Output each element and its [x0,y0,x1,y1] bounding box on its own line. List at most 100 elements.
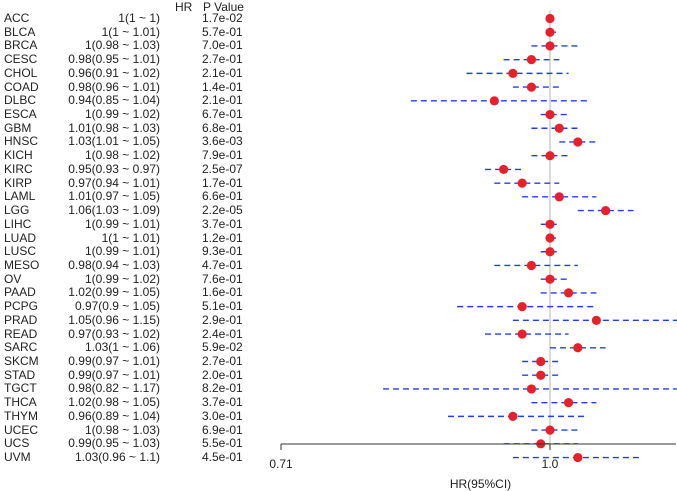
p-value-column-header: P Value [203,0,244,14]
hr-point-acc [545,13,555,24]
p-value-text: 3.7e-01 [202,216,243,231]
hr-point-hnsc [573,137,583,147]
hr-ci-text: 1(0.98 ~ 1.03) [84,38,160,53]
table-row: CHOL 0.96(0.91 ~ 1.02) 2.1e-01 [0,66,300,81]
table-row: BRCA 1(0.98 ~ 1.03) 7.0e-01 [0,38,300,53]
p-value-text: 1.7e-01 [202,175,243,190]
cancer-type-label: READ [4,326,38,341]
cancer-type-label: DLBC [4,93,37,108]
p-value-text: 1.6e-01 [202,285,243,300]
table-row: DLBC 0.94(0.85 ~ 1.04) 2.1e-01 [0,93,300,108]
table-row: MESO 0.98(0.94 ~ 1.03) 4.7e-01 [0,258,300,273]
hr-point-luad [545,233,555,243]
table-row: STAD 0.99(0.97 ~ 1.01) 2.0e-01 [0,368,300,383]
hr-ci-text: 1.05(0.96 ~ 1.15) [68,312,160,327]
hr-point-kirc [499,164,509,175]
hr-ci-text: 0.98(0.94 ~ 1.03) [68,257,160,272]
hr-ci-text: 1.01(0.97 ~ 1.05) [68,189,160,204]
p-value-text: 6.7e-01 [202,107,243,122]
cancer-type-label: COAD [4,79,39,94]
x-tick-label: 1.0 [542,457,559,471]
cancer-type-label: ACC [4,11,30,25]
p-value-text: 2.4e-01 [202,326,243,341]
cancer-type-label: THYM [4,408,38,423]
p-value-text: 7.6e-01 [202,271,243,286]
table-row: KIRP 0.97(0.94 ~ 1.01) 1.7e-01 [0,176,300,191]
table-row: BLCA 1(1 ~ 1.01) 5.7e-01 [0,25,300,40]
p-value-text: 5.9e-02 [202,340,243,355]
hr-point-brca [545,41,555,51]
cancer-type-label: SARC [4,340,38,355]
hr-point-dlbc [489,96,499,106]
p-value-text: 2.0e-01 [202,367,243,382]
cancer-type-label: UCEC [4,422,39,437]
cancer-type-label: LUAD [4,230,37,245]
hr-point-lgg [601,205,611,216]
cancer-type-label: STAD [4,367,36,382]
p-value-text: 7.9e-01 [202,148,243,163]
hr-ci-text: 1(0.98 ~ 1.02) [84,148,160,163]
cancer-type-label: LGG [4,203,30,218]
hr-ci-text: 1.02(0.99 ~ 1.05) [68,285,160,300]
hr-point-kirp [517,178,527,188]
table-row: TGCT 0.98(0.82 ~ 1.17) 8.2e-01 [0,381,300,396]
x-axis-title: HR(95%CI) [450,477,511,491]
p-value-text: 2.2e-05 [202,203,243,218]
p-value-text: 5.1e-01 [202,299,243,314]
p-value-text: 6.8e-01 [202,120,243,135]
hr-ci-text: 0.97(0.93 ~ 1.02) [68,326,160,341]
p-value-text: 2.7e-01 [202,52,243,67]
table-row: LAML 1.01(0.97 ~ 1.05) 6.6e-01 [0,189,300,204]
cancer-type-label: KIRC [4,161,33,176]
hr-point-paad [563,288,574,298]
hr-point-thca [563,398,574,408]
table-row: COAD 0.98(0.96 ~ 1.01) 1.4e-01 [0,80,300,95]
p-value-text: 6.6e-01 [202,189,243,204]
p-value-text: 3.0e-01 [202,408,243,423]
hr-ci-text: 1.03(1 ~ 1.06) [84,340,160,355]
hr-point-pcpg [517,302,527,312]
cancer-type-label: LIHC [4,216,32,231]
p-value-text: 1.4e-01 [202,79,243,94]
hr-ci-text: 0.97(0.9 ~ 1.05) [74,299,160,314]
cancer-type-label: GBM [4,120,32,135]
hr-point-sarc [573,343,583,353]
p-value-text: 1.2e-01 [202,230,243,245]
hr-point-cesc [526,55,537,65]
table-row: ESCA 1(0.99 ~ 1.02) 6.7e-01 [0,107,300,122]
hr-ci-text: 1.02(0.98 ~ 1.05) [68,395,160,410]
hr-ci-text: 0.96(0.91 ~ 1.02) [68,65,160,80]
hr-ci-text: 0.94(0.85 ~ 1.04) [68,93,160,108]
hr-ci-text: 1(1 ~ 1.01) [101,24,160,39]
p-value-text: 2.7e-01 [202,354,243,368]
hr-point-thym [508,411,518,421]
table-row: UVM 1.03(0.96 ~ 1.1) 4.5e-01 [0,450,300,465]
table-row: OV 1(0.99 ~ 1.02) 7.6e-01 [0,272,300,287]
hr-ci-text: 1.03(0.96 ~ 1.1) [74,450,160,465]
cancer-type-label: PCPG [4,299,39,314]
p-value-text: 4.7e-01 [202,257,243,272]
hr-ci-text: 0.97(0.94 ~ 1.01) [68,175,160,190]
table-row: KIRC 0.95(0.93 ~ 0.97) 2.5e-07 [0,162,300,177]
table-row: THYM 0.96(0.89 ~ 1.04) 3.0e-01 [0,409,300,424]
cancer-type-label: UCS [4,436,30,451]
hr-ci-text: 0.99(0.97 ~ 1.01) [68,367,160,382]
table-row: ACC 1(1 ~ 1) 1.7e-02 [0,11,300,26]
p-value-text: 3.6e-03 [202,134,243,149]
table-row: SKCM 0.99(0.97 ~ 1.01) 2.7e-01 [0,354,300,369]
hr-point-laml [554,192,564,202]
hr-ci-text: 0.98(0.95 ~ 1.01) [68,52,160,67]
hr-point-esca [545,109,555,120]
x-axis-ticks: 0.71 1.0 [269,444,559,471]
cancer-type-label: THCA [4,395,37,410]
table-row: SARC 1.03(1 ~ 1.06) 5.9e-02 [0,340,300,355]
cancer-type-label: KICH [4,148,33,163]
hr-ci-text: 1(0.99 ~ 1.01) [84,216,160,231]
hr-ci-text: 1(0.99 ~ 1.01) [84,244,160,259]
hr-point-read [517,329,527,339]
table-row: CESC 0.98(0.95 ~ 1.01) 2.7e-01 [0,52,300,67]
x-tick-label: 0.71 [269,457,293,471]
cancer-type-label: ESCA [4,107,37,122]
table-row: LUAD 1(1 ~ 1.01) 1.2e-01 [0,231,300,246]
hr-ci-text: 0.99(0.97 ~ 1.01) [68,354,160,368]
